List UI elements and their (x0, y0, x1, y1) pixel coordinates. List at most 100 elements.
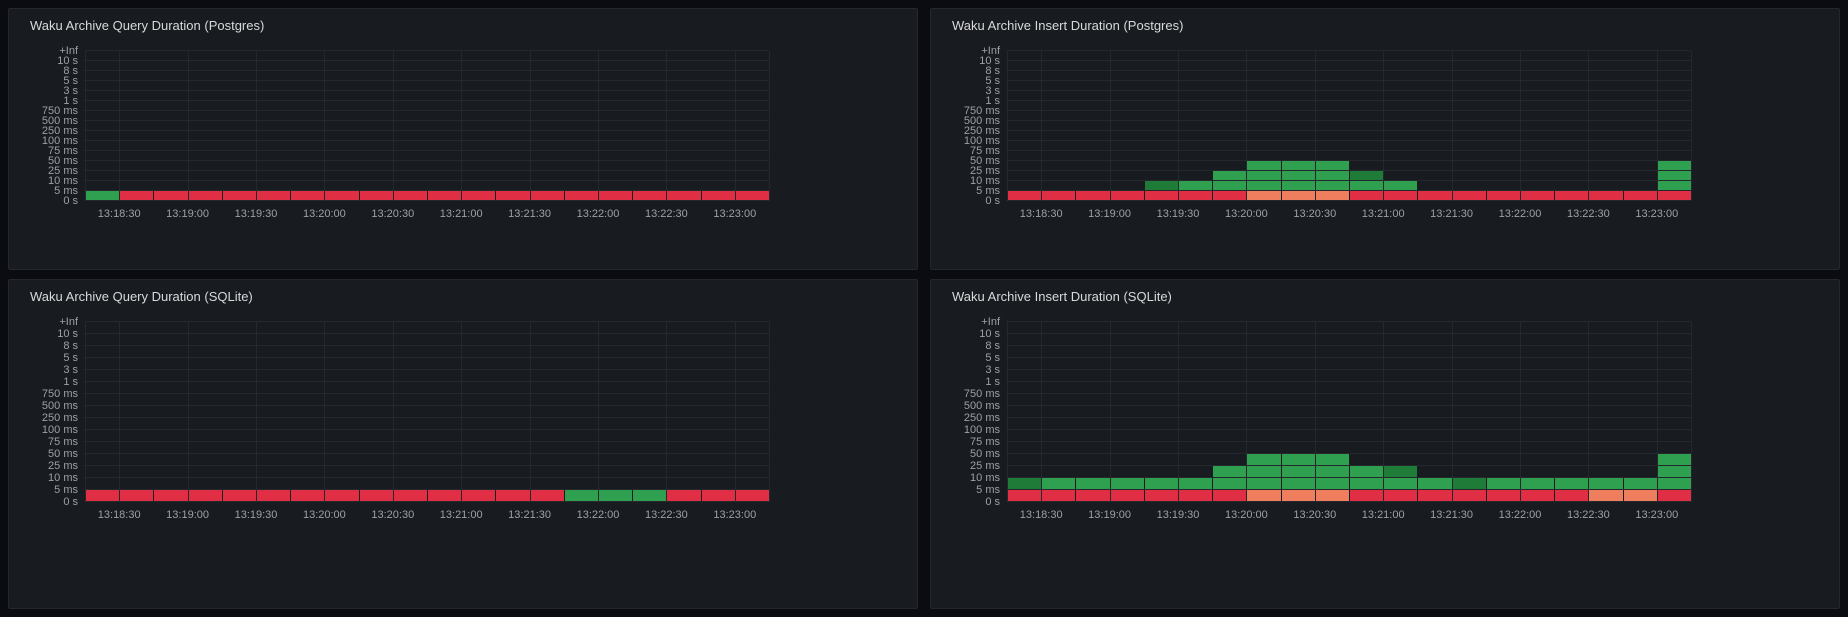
grid-line-vertical (187, 322, 189, 502)
grid-line-horizontal (1007, 130, 1691, 131)
panel-header[interactable]: Waku Archive Query Duration (SQLite) (9, 280, 917, 310)
heatmap-cell (120, 191, 154, 200)
heatmap-cell (1657, 191, 1691, 200)
y-axis-label: 8 s (985, 64, 1000, 77)
grid-line-vertical (1383, 51, 1385, 201)
grid-line-vertical (1314, 322, 1316, 502)
grid-line-vertical (119, 322, 121, 502)
plot-area[interactable] (1007, 50, 1692, 201)
grid-line-vertical (1109, 322, 1111, 502)
panel-header[interactable]: Waku Archive Insert Duration (SQLite) (931, 280, 1839, 310)
y-axis-label: 250 ms (963, 124, 1000, 137)
y-axis-label: 5 ms (976, 184, 1000, 197)
x-axis-label: 13:20:00 (302, 208, 346, 220)
y-axis-label: 500 ms (41, 399, 78, 412)
grid-line-vertical (734, 322, 736, 502)
plot-area[interactable] (85, 321, 770, 502)
heatmap-cell (359, 191, 393, 200)
grid-line-vertical (1520, 51, 1521, 201)
x-axis-label: 13:21:00 (1361, 208, 1405, 220)
heatmap-cell (188, 490, 222, 501)
panel-query-duration-sqlite: Waku Archive Query Duration (SQLite) 0 s… (8, 279, 918, 609)
panel-title[interactable]: Waku Archive Insert Duration (Postgres) (952, 18, 1184, 33)
y-axis-label: 3 s (63, 363, 78, 376)
grid-line-horizontal (1007, 321, 1691, 322)
grid-line-horizontal (1007, 190, 1691, 191)
heatmap-cell (291, 490, 325, 501)
y-axis-label: 75 ms (48, 144, 78, 157)
grid-line-horizontal (1007, 180, 1691, 181)
grid-line-horizontal (85, 130, 769, 131)
grid-line-horizontal (1007, 465, 1691, 466)
grid-line-horizontal (85, 200, 769, 201)
grid-line-horizontal (1007, 170, 1691, 171)
y-axis-label: 3 s (985, 363, 1000, 376)
heatmap-cell (1179, 490, 1213, 501)
heatmap-cell (701, 490, 735, 501)
grid-line-vertical (598, 322, 599, 502)
grid-line-vertical (598, 51, 599, 201)
heatmap-cell (325, 490, 359, 501)
y-axis-label: 250 ms (41, 124, 78, 137)
grid-line-horizontal (85, 477, 769, 478)
heatmap-cell (496, 191, 530, 200)
panel-title[interactable]: Waku Archive Query Duration (SQLite) (30, 289, 253, 304)
x-axis-label: 13:20:30 (1293, 208, 1337, 220)
heatmap-cell (1315, 181, 1349, 190)
plot-area[interactable] (1007, 321, 1692, 502)
heatmap-cell (325, 191, 359, 200)
heatmap-cell (462, 490, 496, 501)
grid-line-vertical (1383, 322, 1385, 502)
grid-line-vertical (1314, 51, 1316, 201)
y-axis-label: 500 ms (963, 114, 1000, 127)
panel-header[interactable]: Waku Archive Query Duration (Postgres) (9, 9, 917, 39)
grid-line-horizontal (85, 50, 769, 51)
y-axis-label: 1 s (985, 94, 1000, 107)
grid-line-vertical (769, 322, 770, 502)
y-axis-label: +Inf (981, 315, 1000, 328)
grid-line-horizontal (1007, 357, 1691, 358)
grid-line-vertical (1246, 322, 1248, 502)
grid-line-vertical (666, 322, 668, 502)
y-axis-label: 5 ms (54, 184, 78, 197)
grid-line-horizontal (1007, 369, 1691, 370)
heatmap-cell (1281, 454, 1315, 465)
grid-line-vertical (1109, 51, 1111, 201)
y-axis-label: 10 ms (48, 174, 78, 187)
x-axis-label: 13:21:30 (508, 208, 552, 220)
panel-title[interactable]: Waku Archive Insert Duration (SQLite) (952, 289, 1172, 304)
heatmap-cell (1008, 490, 1042, 501)
y-axis-label: 500 ms (41, 114, 78, 127)
y-axis-label: 8 s (985, 339, 1000, 352)
heatmap-cell (1281, 490, 1315, 501)
heatmap-cell (1350, 171, 1384, 180)
grid-line-horizontal (1007, 381, 1691, 382)
grid-line-horizontal (1007, 150, 1691, 151)
grid-line-vertical (1656, 51, 1658, 201)
heatmap-cell (1281, 161, 1315, 170)
heatmap-cell (1384, 478, 1418, 489)
y-axis-label: 75 ms (970, 144, 1000, 157)
heatmap-cell (1486, 191, 1520, 200)
grid-line-horizontal (1007, 405, 1691, 406)
plot-area[interactable] (85, 50, 770, 201)
panel-header[interactable]: Waku Archive Insert Duration (Postgres) (931, 9, 1839, 39)
grid-line-horizontal (1007, 110, 1691, 111)
grid-line-horizontal (1007, 393, 1691, 394)
grid-line-horizontal (85, 180, 769, 181)
panel-title[interactable]: Waku Archive Query Duration (Postgres) (30, 18, 265, 33)
heatmap-cell (1418, 191, 1452, 200)
heatmap-cell (1247, 171, 1281, 180)
heatmap-cell (257, 191, 291, 200)
heatmap-cell (1247, 490, 1281, 501)
grid-line-horizontal (85, 170, 769, 171)
heatmap-cell (1555, 490, 1589, 501)
y-axis-label: 1 s (985, 375, 1000, 388)
grid-line-horizontal (85, 369, 769, 370)
heatmap-cell (1144, 478, 1178, 489)
y-axis-label: 100 ms (41, 134, 78, 147)
heatmap-cell (1384, 191, 1418, 200)
